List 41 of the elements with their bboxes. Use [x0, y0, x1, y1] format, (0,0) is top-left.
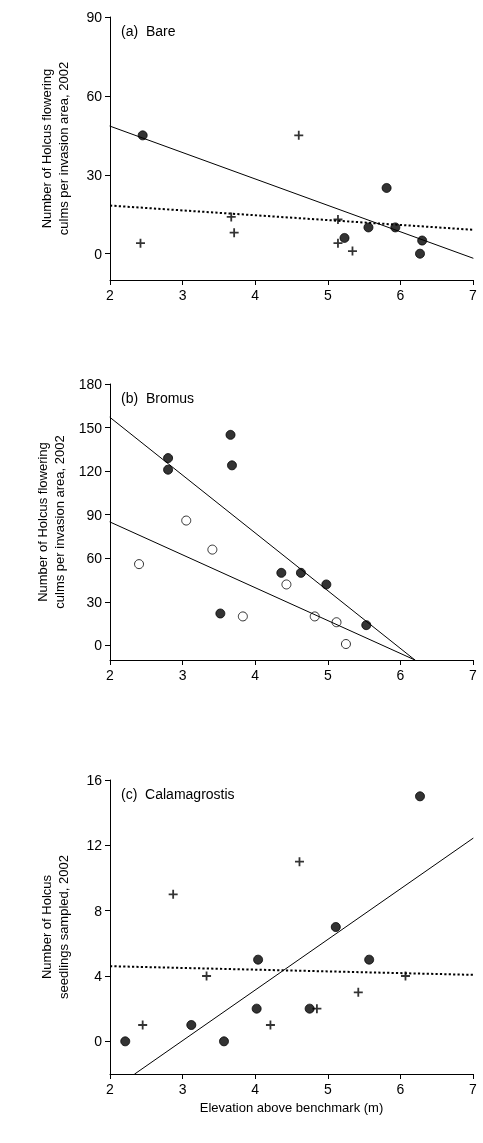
x-axis-title: Elevation above benchmark (m)	[199, 1099, 384, 1115]
x-tick-label: 6	[396, 287, 405, 303]
chart-title: (a) Bare	[121, 23, 176, 39]
x-tick-label: 4	[251, 287, 260, 303]
y-tick-label: 90	[86, 9, 103, 25]
y-axis-title: Number of Holcus flowering culms per invasion area, 2002	[39, 61, 71, 236]
x-tick-label: 2	[106, 667, 115, 683]
y-tick-label: 150	[78, 419, 103, 436]
y-axis-title: Number of Holcus seedlings sampled, 2002	[39, 855, 71, 999]
y-tick-label: 16	[86, 772, 103, 788]
y-tick-label: 0	[94, 245, 103, 262]
chart-title: (b) Bromus	[121, 390, 195, 406]
chart-title: (c) Calamagrostis	[121, 786, 235, 802]
y-tick-label: 0	[94, 1033, 103, 1050]
y-tick-label: 8	[94, 902, 103, 919]
y-tick-label: 30	[86, 593, 103, 610]
y-tick-label: 90	[86, 506, 103, 523]
x-tick-label: 3	[178, 1081, 187, 1097]
y-tick-label: 0	[94, 637, 103, 654]
x-tick-label: 3	[178, 287, 187, 303]
y-tick-label: 12	[86, 837, 103, 854]
x-tick-label: 2	[106, 1081, 115, 1097]
x-tick-label: 3	[178, 667, 187, 683]
x-tick-label: 2	[106, 287, 115, 303]
x-tick-label: 4	[251, 1081, 260, 1097]
x-tick-label: 7	[469, 287, 478, 303]
x-tick-label: 7	[469, 1081, 478, 1097]
x-tick-label: 6	[396, 667, 405, 683]
x-tick-label: 5	[323, 667, 332, 683]
y-tick-label: 60	[86, 550, 103, 567]
y-tick-label: 180	[78, 376, 103, 392]
y-tick-label: 120	[78, 463, 103, 480]
y-tick-label: 60	[86, 87, 103, 104]
y-tick-label: 30	[86, 166, 103, 183]
x-tick-label: 7	[469, 667, 478, 683]
x-tick-label: 4	[251, 667, 260, 683]
y-axis-title: Number of Holcus flowering culms per invasion area, 2002	[34, 435, 67, 609]
x-tick-label: 5	[323, 287, 332, 303]
x-tick-label: 6	[396, 1081, 405, 1097]
x-tick-label: 5	[323, 1081, 332, 1097]
y-tick-label: 4	[94, 968, 103, 984]
